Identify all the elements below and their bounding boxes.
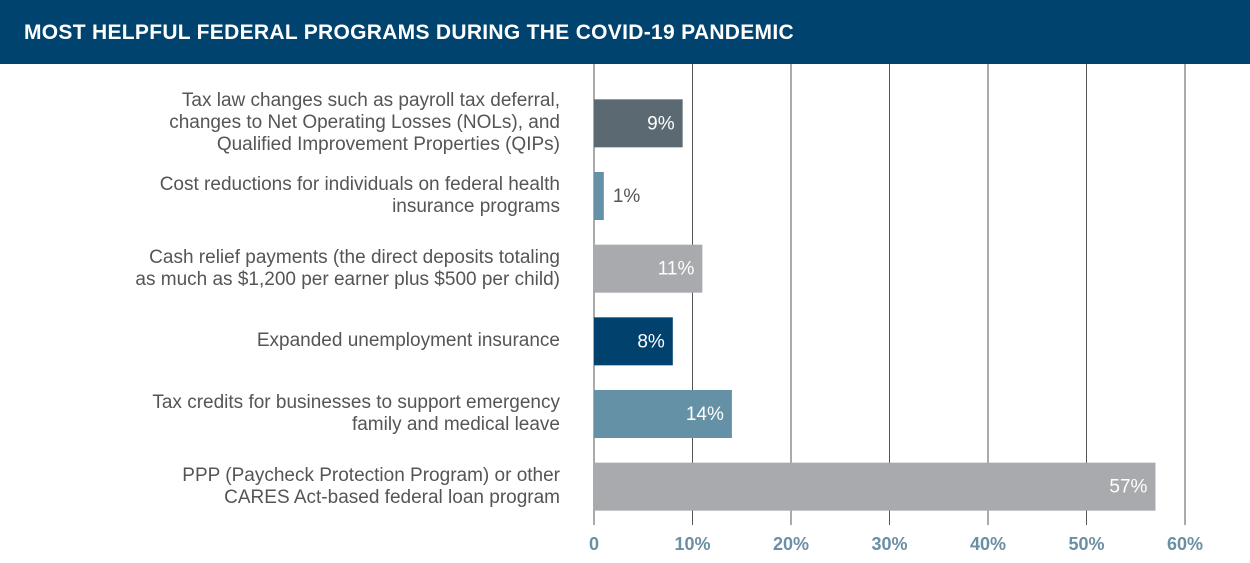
category-label: Tax law changes such as payroll tax defe…: [169, 90, 560, 156]
x-tick-label: 50%: [1068, 534, 1104, 554]
bar: [594, 172, 604, 220]
bar: [594, 462, 1156, 511]
category-label: Cost reductions for individuals on feder…: [159, 174, 560, 217]
value-label: 11%: [658, 259, 695, 280]
value-label: 1%: [613, 186, 641, 207]
value-label: 57%: [1109, 477, 1147, 498]
value-label: 9%: [647, 113, 675, 134]
value-label: 8%: [637, 331, 665, 352]
x-tick-label: 30%: [871, 534, 907, 554]
x-tick-label: 40%: [970, 534, 1006, 554]
category-label: Expanded unemployment insurance: [256, 330, 560, 352]
bar: [594, 244, 703, 293]
bar: [594, 99, 683, 148]
x-tick-label: 0: [589, 534, 599, 554]
category-label: Tax credits for businesses to support em…: [152, 392, 560, 435]
bar: [594, 317, 673, 366]
bar: [594, 390, 732, 438]
x-tick-label: 60%: [1167, 534, 1203, 554]
x-tick-label: 20%: [773, 534, 809, 554]
x-tick-label: 10%: [674, 534, 710, 554]
category-label: PPP (Paycheck Protection Program) or oth…: [182, 464, 560, 508]
header-bar: MOST HELPFUL FEDERAL PROGRAMS DURING THE…: [0, 0, 1250, 64]
value-label: 14%: [686, 404, 724, 425]
chart-title: MOST HELPFUL FEDERAL PROGRAMS DURING THE…: [24, 21, 794, 44]
category-label: Cash relief payments (the direct deposit…: [135, 246, 560, 290]
